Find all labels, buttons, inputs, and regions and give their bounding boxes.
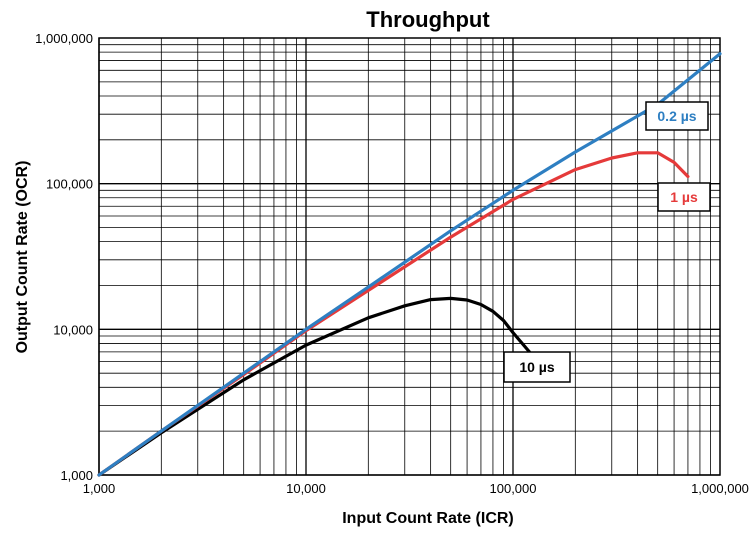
x-tick-label: 10,000: [286, 481, 326, 496]
series-labels: 0.2 µs 1 µs 10 µs: [503, 101, 711, 383]
grid: [98, 38, 720, 476]
series-label: 0.2 µs: [657, 108, 696, 124]
x-tick-label: 1,000,000: [691, 481, 749, 496]
chart-title: Throughput: [366, 7, 490, 32]
x-tick-labels: 1,000 10,000 100,000 1,000,000: [83, 481, 749, 496]
x-tick-label: 100,000: [490, 481, 537, 496]
series-label: 1 µs: [670, 189, 698, 205]
series-line: [97, 52, 722, 477]
series-lines: [97, 52, 722, 477]
y-tick-label: 1,000,000: [35, 31, 93, 46]
series-label-box: [657, 182, 711, 212]
y-tick-label: 10,000: [53, 322, 93, 337]
series-label-box: [503, 351, 571, 383]
series-label-box: [645, 101, 709, 131]
y-axis-label: Output Count Rate (OCR): [14, 161, 31, 354]
series-label: 10 µs: [519, 359, 555, 375]
x-tick-label: 1,000: [83, 481, 116, 496]
y-tick-label: 1,000: [60, 468, 93, 483]
y-tick-label: 100,000: [46, 177, 93, 192]
series-line: [97, 151, 690, 477]
y-tick-labels: 1,000 10,000 100,000 1,000,000: [35, 31, 93, 483]
series-line: [97, 296, 531, 477]
plot-frame: [98, 37, 721, 476]
x-axis-label: Input Count Rate (ICR): [342, 510, 514, 527]
